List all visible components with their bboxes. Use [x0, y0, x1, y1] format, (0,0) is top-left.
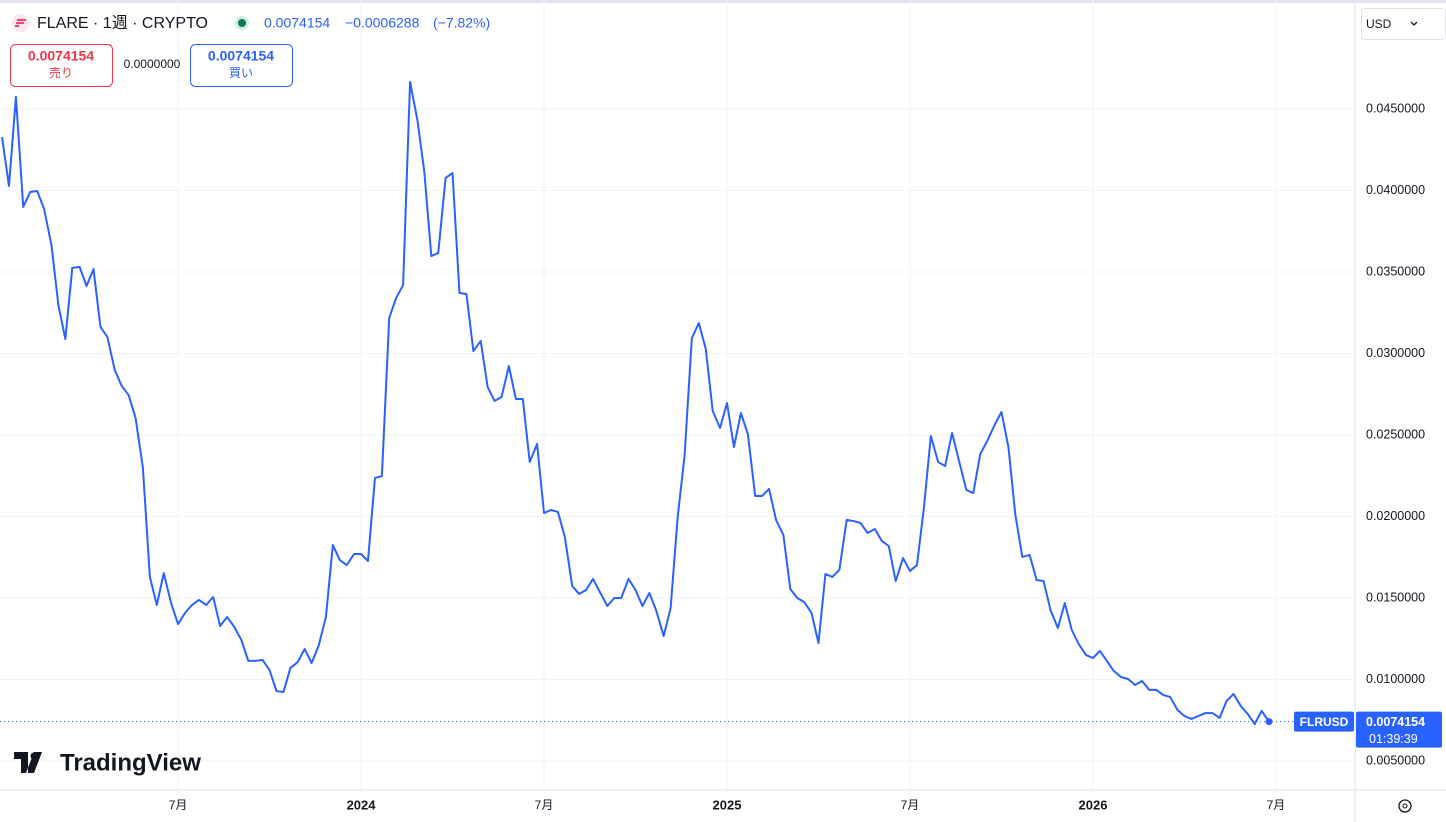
price-change: −0.0006288: [345, 15, 420, 31]
plot: [0, 80, 1355, 726]
y-tick-label: 0.0400000: [1366, 183, 1425, 197]
buy-price: 0.0074154: [208, 48, 274, 64]
price-label: 0.0074154: [1366, 715, 1425, 729]
x-tick-label: 7月: [169, 798, 188, 812]
x-tick-label: 7月: [535, 798, 554, 812]
series-label-box: [1294, 711, 1354, 732]
y-tick-label: 0.0050000: [1366, 753, 1425, 767]
spread: 0.0000000: [124, 57, 181, 71]
market-status-dot: [238, 19, 246, 27]
symbol: FLARE · 1週 · CRYPTO: [37, 14, 208, 32]
sell-label: 売り: [49, 65, 73, 80]
top-border: [0, 0, 1446, 3]
price-change-pct: (−7.82%): [433, 15, 490, 31]
sell-price: 0.0074154: [28, 48, 94, 64]
logo-text: TradingView: [60, 749, 201, 776]
y-tick-label: 0.0150000: [1366, 590, 1425, 604]
symbol-icon-glyph: [15, 19, 26, 27]
y-tick-label: 0.0300000: [1366, 346, 1425, 360]
currency: USD: [1366, 17, 1392, 31]
x-tick-label: 7月: [901, 798, 920, 812]
buy-label: 買い: [229, 66, 253, 80]
logo-dot: [30, 752, 38, 760]
last-point: [1265, 718, 1273, 726]
y-tick-label: 0.0100000: [1366, 672, 1425, 686]
price-label-box: [1356, 711, 1442, 748]
series-label: FLRUSD: [1300, 715, 1349, 729]
settings-button[interactable]: [1398, 799, 1412, 813]
x-tick-label: 2025: [713, 797, 742, 812]
y-tick-label: 0.0450000: [1366, 101, 1425, 115]
y-tick-label: 0.0350000: [1366, 264, 1425, 278]
sell-button[interactable]: [10, 44, 113, 87]
settings-icon: [1402, 803, 1408, 809]
x-tick-label: 2026: [1079, 797, 1108, 812]
y-tick-label: 0.0250000: [1366, 427, 1425, 441]
x-tick-label: 2024: [347, 797, 377, 812]
y-tick-label: 0.0200000: [1366, 509, 1425, 523]
dropdown-chevron: [1410, 21, 1418, 26]
logo-mark: [14, 752, 42, 773]
countdown: 01:39:39: [1369, 732, 1418, 746]
x-tick-label: 7月: [1267, 798, 1286, 812]
buy-button[interactable]: [190, 44, 293, 87]
price-line: [1, 80, 1270, 725]
grid: [0, 0, 1355, 790]
last-price: 0.0074154: [264, 15, 330, 31]
